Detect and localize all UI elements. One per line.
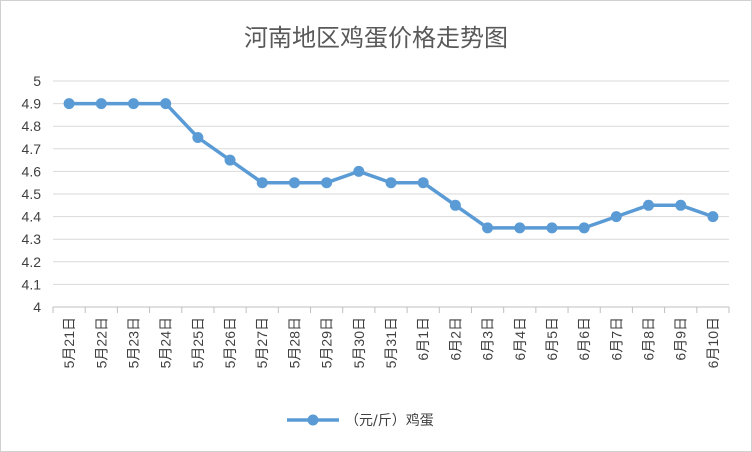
data-point	[321, 177, 333, 189]
data-point	[160, 98, 172, 110]
x-tick-label: 5月27日	[254, 317, 270, 368]
y-tick-label: 4.2	[22, 254, 42, 270]
data-point	[127, 98, 139, 110]
x-tick-label: 5月22日	[93, 317, 109, 368]
y-axis-ticks: 4 4.1 4.2 4.3 4.4 4.5 4.6 4.7 4.8 4.9 5	[22, 73, 42, 315]
x-tick-label: 6月9日	[673, 317, 689, 361]
data-point	[643, 199, 655, 211]
y-tick-label: 4.5	[22, 186, 42, 202]
y-tick-label: 4	[33, 299, 41, 315]
y-tick-label: 5	[33, 73, 41, 89]
x-tick-label: 5月21日	[61, 317, 77, 368]
x-tick-label: 6月2日	[447, 317, 463, 361]
data-point	[578, 222, 590, 234]
x-tick-label: 6月3日	[480, 317, 496, 361]
data-point	[385, 177, 397, 189]
x-tick-label: 6月10日	[705, 317, 721, 368]
legend: （元/斤）鸡蛋	[287, 412, 434, 429]
series-line	[69, 101, 714, 230]
data-point	[288, 177, 300, 189]
y-tick-label: 4.1	[22, 276, 42, 292]
x-tick-label: 5月30日	[351, 317, 367, 368]
y-tick-label: 4.9	[22, 96, 42, 112]
x-tick-label: 6月4日	[512, 317, 528, 361]
data-point	[224, 154, 236, 166]
x-tick-label: 6月7日	[608, 317, 624, 361]
x-tick-label: 5月23日	[125, 317, 141, 368]
y-tick-label: 4.7	[22, 141, 42, 157]
x-tick-label: 6月5日	[544, 317, 560, 361]
x-tick-label: 5月29日	[319, 317, 335, 368]
x-tick-label: 5月24日	[158, 317, 174, 368]
y-tick-label: 4.3	[22, 231, 42, 247]
x-tick-label: 5月28日	[286, 317, 302, 368]
data-point	[63, 98, 75, 110]
data-point	[353, 165, 365, 177]
chart-title: 河南地区鸡蛋价格走势图	[244, 24, 508, 52]
series-egg-price	[63, 98, 719, 234]
x-tick-label: 6月8日	[641, 317, 657, 361]
data-point	[256, 177, 268, 189]
data-point	[192, 132, 204, 143]
data-point	[546, 222, 558, 234]
y-tick-label: 4.8	[22, 118, 42, 134]
data-point	[482, 222, 494, 234]
x-axis-ticks: 5月21日 5月22日 5月23日 5月24日 5月25日 5月26日 5月27日 5月28日…	[52, 307, 730, 368]
data-point	[95, 98, 107, 110]
data-point	[707, 211, 719, 223]
legend-label: （元/斤）鸡蛋	[345, 412, 434, 429]
gridlines	[53, 80, 729, 308]
x-tick-label: 6月1日	[415, 317, 431, 361]
data-point	[675, 199, 687, 211]
data-point	[417, 177, 429, 189]
x-tick-label: 5月31日	[383, 317, 399, 368]
x-tick-label: 6月6日	[576, 317, 592, 361]
legend-marker-swatch	[307, 414, 319, 426]
data-point	[449, 199, 461, 211]
x-tick-label: 5月26日	[222, 317, 238, 368]
data-point	[514, 222, 526, 234]
x-tick-label: 5月25日	[190, 317, 206, 368]
data-point	[610, 211, 622, 223]
y-tick-label: 4.4	[22, 209, 42, 225]
y-tick-label: 4.6	[22, 163, 42, 179]
